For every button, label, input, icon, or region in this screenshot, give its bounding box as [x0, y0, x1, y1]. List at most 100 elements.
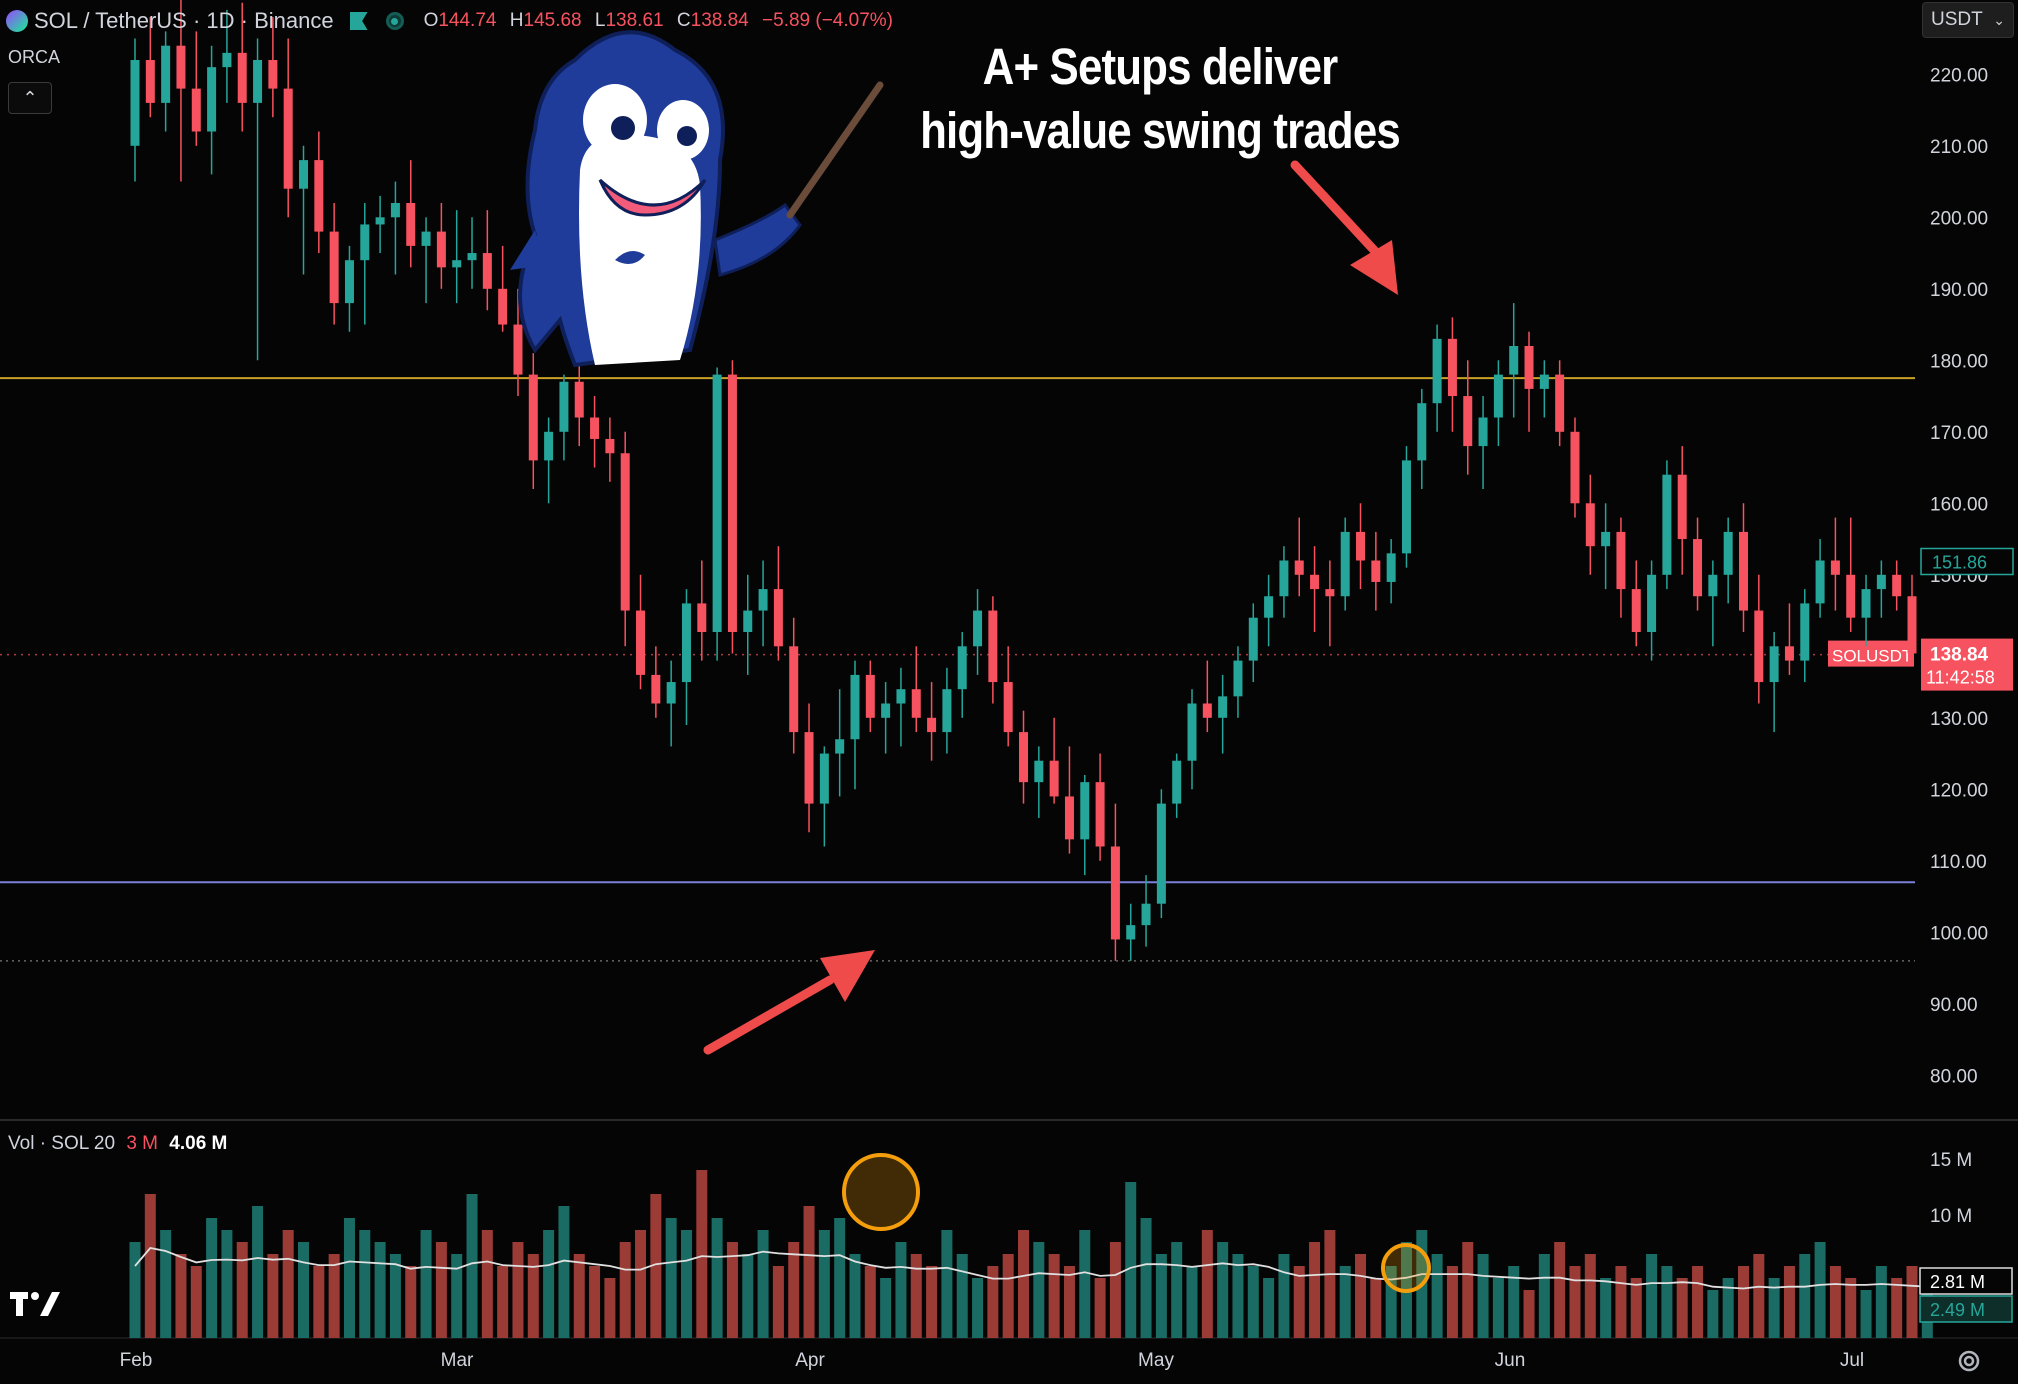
volume-bar: [1615, 1266, 1627, 1338]
symbol-header[interactable]: SOL / TetherUS · 1D · Binance O144.74 H1…: [6, 4, 901, 38]
candle-body: [1754, 610, 1764, 683]
candle-body: [1401, 460, 1411, 554]
price-tick-label: 180.00: [1930, 351, 1988, 372]
candle-body: [1846, 574, 1856, 618]
candle-body: [942, 689, 952, 733]
volume-bar: [1829, 1266, 1841, 1338]
price-tick-label: 110.00: [1930, 852, 1987, 873]
candle-body: [712, 374, 722, 632]
candle-body: [360, 224, 370, 261]
volume-bar: [1109, 1242, 1121, 1338]
candle-body: [666, 682, 676, 704]
volume-bar: [1309, 1242, 1321, 1338]
volume-bar: [1845, 1278, 1857, 1338]
volume-bar: [298, 1242, 310, 1338]
annotation-headline: A+ Setups deliver high-value swing trade…: [919, 35, 1401, 163]
volume-bar: [635, 1230, 647, 1338]
candle-body: [850, 674, 860, 740]
candle-body: [1187, 703, 1197, 761]
volume-tick-label: 10 M: [1930, 1206, 1972, 1227]
volume-bar: [1860, 1290, 1872, 1338]
candle-body: [1662, 474, 1672, 575]
volume-bar: [206, 1218, 218, 1338]
candle-body: [1233, 660, 1243, 697]
candle-body: [1019, 732, 1028, 783]
candle-body: [835, 739, 845, 754]
volume-bar: [282, 1230, 294, 1338]
volume-bar: [1385, 1266, 1397, 1338]
volume-badge: [1919, 1267, 2013, 1295]
volume-bar: [788, 1242, 800, 1338]
candle-body: [299, 160, 309, 189]
volume-bar: [619, 1242, 631, 1338]
currency-select[interactable]: USDT ⌄: [1922, 2, 2014, 38]
volume-bar: [1201, 1230, 1213, 1338]
candle-body: [1524, 346, 1534, 389]
price-tick-label: 120.00: [1930, 780, 1988, 801]
volume-bar: [527, 1254, 539, 1338]
candles: [130, 0, 1917, 961]
candle-body: [467, 253, 477, 261]
market-status-icon: [385, 12, 404, 30]
price-tick-label: 80.00: [1930, 1066, 1978, 1087]
candle-body: [1156, 803, 1166, 904]
candle-body: [865, 674, 875, 718]
candle-body: [1738, 531, 1748, 611]
volume-bar: [543, 1230, 555, 1338]
volume-bar: [435, 1242, 447, 1338]
candle-body: [605, 438, 615, 454]
candle-body: [482, 253, 492, 289]
flag-icon[interactable]: [349, 12, 368, 30]
volume-bar: [1538, 1254, 1550, 1338]
candle-body: [1417, 403, 1427, 461]
time-axis-label: Feb: [120, 1350, 153, 1371]
annotation-line-2: high-value swing trades: [920, 102, 1401, 159]
symbol-badge: [1828, 640, 1914, 667]
candle-body: [1126, 925, 1136, 940]
candle-body: [1478, 417, 1488, 447]
volume-ma-badge-label: 2.49 M: [1930, 1300, 1985, 1320]
volume-bar: [1339, 1266, 1351, 1338]
price-tick-label: 160.00: [1930, 494, 1988, 515]
volume-bar: [696, 1170, 708, 1338]
candle-body: [1647, 574, 1657, 632]
volume-bar: [604, 1278, 616, 1338]
volume-bar: [1186, 1266, 1198, 1338]
volume-bar: [359, 1230, 371, 1338]
volume-bar: [1554, 1242, 1566, 1338]
candle-body: [1892, 574, 1902, 597]
volume-bar: [328, 1254, 340, 1338]
time-axis-label: Mar: [441, 1350, 474, 1371]
volume-bar: [1492, 1278, 1504, 1338]
candle-body: [1616, 531, 1626, 590]
indicator-label[interactable]: ORCA: [8, 47, 61, 67]
candle-body: [1861, 589, 1871, 618]
volume-bar: [650, 1194, 662, 1338]
volume-bar: [956, 1254, 968, 1338]
collapse-button[interactable]: ⌃: [8, 82, 52, 114]
tradingview-logo[interactable]: [10, 1290, 62, 1320]
volume-bar: [1063, 1266, 1075, 1338]
volume-bar: [1814, 1242, 1826, 1338]
symbol-title[interactable]: SOL / TetherUS · 1D · Binance: [34, 8, 334, 33]
volume-bar: [1753, 1254, 1765, 1338]
volume-bar: [160, 1230, 172, 1338]
candle-body: [1509, 346, 1519, 375]
candle-body: [1325, 589, 1335, 597]
candle-body: [544, 431, 554, 461]
volume-tick-label: 15 M: [1930, 1150, 1972, 1171]
candle-body: [1463, 396, 1473, 447]
volume-legend[interactable]: Vol · SOL 20 3 M 4.06 M: [8, 1133, 227, 1155]
candle-body: [1218, 696, 1228, 718]
candle-body: [1830, 560, 1840, 575]
volume-bar: [1217, 1242, 1229, 1338]
candle-body: [1080, 782, 1090, 840]
arrow-up-icon: [703, 950, 875, 1055]
volume-bar: [267, 1254, 279, 1338]
candle-body: [1310, 574, 1320, 590]
settings-gear-icon[interactable]: [1956, 1348, 1982, 1374]
candle-body: [1585, 503, 1595, 547]
volume-bar: [221, 1230, 233, 1338]
volume-bar: [573, 1254, 585, 1338]
